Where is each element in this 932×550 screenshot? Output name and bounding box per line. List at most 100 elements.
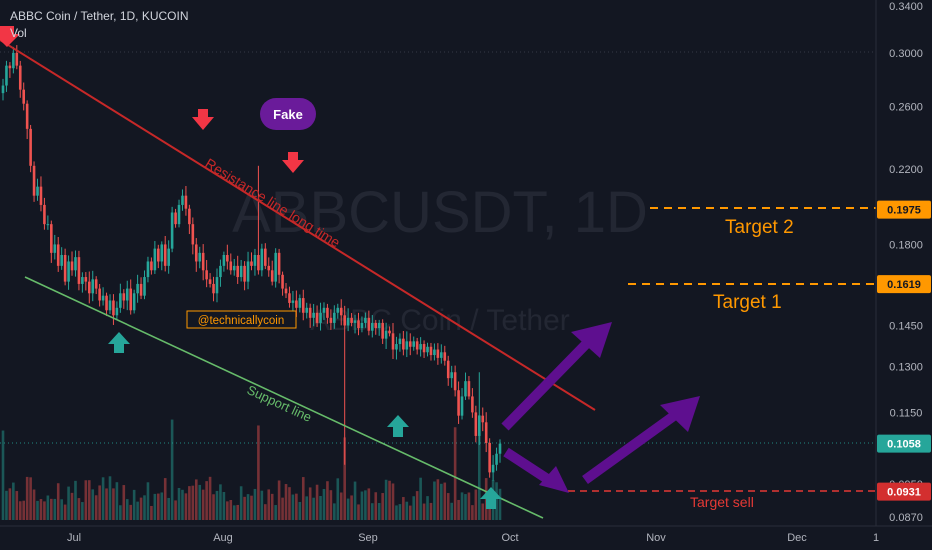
volume-bar (477, 415, 481, 520)
candle (395, 336, 398, 360)
candle (101, 287, 105, 306)
volume-bar (153, 493, 157, 520)
candle (384, 322, 388, 349)
candle (160, 241, 164, 271)
candle (150, 257, 153, 275)
volume-bar (125, 499, 129, 520)
candle (336, 303, 340, 319)
volume-bar (132, 489, 136, 520)
volume-bar (108, 476, 112, 520)
candle (22, 82, 26, 111)
volume-bar (374, 492, 378, 520)
support-line[interactable] (24, 276, 544, 519)
price-level-label: 0.1975 (887, 205, 921, 217)
fake-label: Fake (273, 107, 303, 122)
candle (174, 208, 177, 228)
resistance-line[interactable] (0, 39, 596, 411)
price-tick-label: 0.1800 (889, 239, 923, 251)
candle (132, 289, 136, 314)
volume-bar (405, 501, 409, 520)
volume-bar (81, 502, 84, 520)
volume-bar (377, 503, 381, 520)
candle (36, 178, 39, 201)
price-level-tag (877, 434, 931, 453)
candle (215, 268, 219, 303)
volume-bar (60, 499, 63, 520)
volume-bar (70, 492, 74, 520)
candle (67, 255, 70, 290)
candle (60, 247, 63, 270)
candle (274, 248, 277, 288)
volume-bar (419, 477, 422, 520)
volume-bar (433, 481, 436, 520)
candle (201, 244, 205, 281)
volume-bar (253, 488, 257, 520)
candle (367, 310, 371, 336)
candle (405, 331, 409, 358)
volume-bar (415, 491, 419, 520)
volume-bar (39, 499, 43, 520)
candle (391, 323, 395, 359)
candle (453, 365, 457, 397)
candle (74, 250, 77, 277)
candle (402, 331, 405, 356)
volume-bar (94, 495, 98, 520)
down-arrow-marker-1 (0, 26, 20, 47)
volume-bar (370, 503, 374, 520)
candle (177, 199, 181, 228)
price-tick-label: 0.0870 (889, 512, 923, 524)
candle (498, 439, 502, 463)
candle (222, 251, 226, 272)
candle (440, 344, 443, 364)
candle (115, 301, 119, 320)
candle (260, 243, 264, 277)
time-tick-label: Nov (646, 532, 666, 544)
volume-bar (395, 505, 398, 520)
volume-bar (232, 505, 236, 520)
candle (443, 345, 447, 366)
candle (377, 319, 381, 336)
volume-bar (281, 497, 284, 520)
candle (39, 176, 43, 212)
candle (315, 305, 319, 327)
candle (243, 261, 246, 291)
candle (70, 251, 74, 276)
candle (167, 240, 170, 274)
time-axis[interactable]: Jul Aug Sep Oct Nov Dec 1 (67, 532, 879, 544)
volume-bar (246, 494, 250, 520)
volume-bar (105, 488, 108, 520)
projection-arrows (501, 322, 700, 493)
candle (194, 238, 198, 272)
up-arrow-marker-2 (387, 415, 409, 437)
volume-bar (429, 502, 433, 520)
candle (239, 259, 243, 282)
volume-bar (191, 485, 195, 520)
volume-bar (450, 502, 453, 520)
candle (322, 302, 326, 321)
volume-bar (308, 487, 312, 520)
volume-bar (367, 488, 371, 520)
volume-bar (25, 476, 29, 520)
candle (188, 204, 191, 235)
candle (125, 280, 129, 311)
candle (301, 289, 305, 321)
volume-bar (212, 494, 215, 520)
volume-bar (474, 489, 478, 520)
candle (270, 260, 274, 286)
candle (277, 248, 281, 284)
volume-bar (277, 480, 281, 520)
price-tick-label: 0.3000 (889, 48, 923, 60)
candle (63, 248, 67, 286)
volume-bar (119, 505, 122, 520)
price-axis[interactable]: 0.3400 0.3000 0.2600 0.2200 0.1975 0.1800 0.16… (877, 1, 931, 524)
volume-bar (115, 482, 119, 520)
time-tick-label: 1 (873, 532, 879, 544)
volume-bar (84, 480, 88, 520)
volume-bar (440, 483, 443, 520)
candle (146, 256, 150, 283)
candle (105, 292, 108, 317)
volume-bar (67, 486, 70, 520)
volume-bars (1, 415, 502, 520)
